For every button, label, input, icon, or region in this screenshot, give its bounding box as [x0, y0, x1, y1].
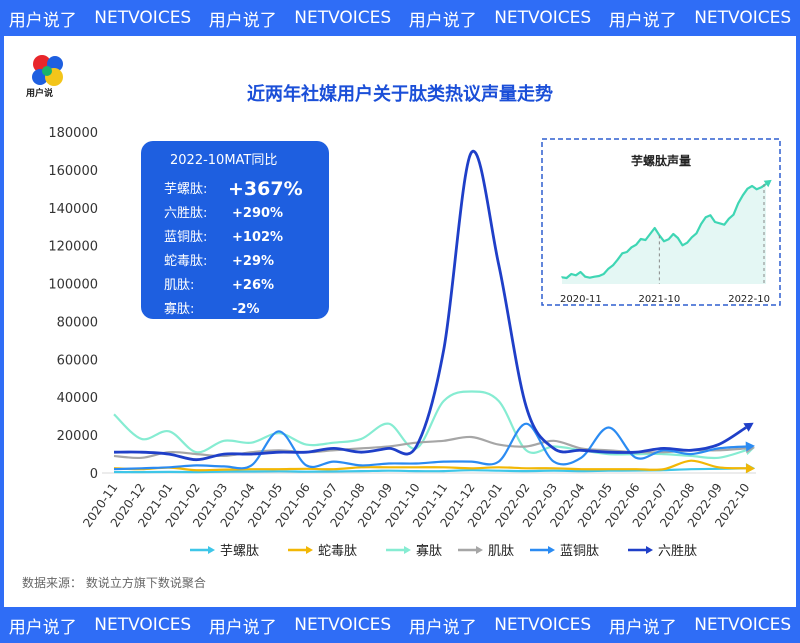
callout-label: 六胜肽:	[164, 206, 207, 221]
data-source: 数据来源： 数说立方旗下数说聚合	[22, 576, 206, 590]
callout-value: +290%	[232, 206, 283, 221]
series-end-arrow	[745, 463, 755, 474]
legend-arrow	[404, 546, 411, 554]
banner-text: 用户说了	[408, 10, 477, 31]
y-tick-label: 0	[90, 467, 98, 482]
banner-text: NETVOICES	[494, 615, 592, 635]
callout-label: 蓝铜肽:	[164, 230, 207, 245]
legend-label: 肌肽	[488, 544, 514, 559]
chart-card: 用户说 近两年社媒用户关于肽类热议声量走势 0 20000 40000 60000 80…	[4, 36, 796, 607]
series-line	[113, 422, 747, 471]
legend-arrow	[476, 546, 483, 554]
banner-text: 用户说了	[608, 617, 677, 638]
chart-title: 近两年社媒用户关于肽类热议声量走势	[247, 84, 553, 105]
callout-box	[141, 141, 329, 319]
y-tick-label: 100000	[48, 278, 98, 293]
banner-text: 用户说了	[8, 617, 77, 638]
callout-title: 2022-10MAT同比	[170, 153, 277, 168]
legend-label: 蛇毒肽	[318, 544, 357, 559]
callout-label: 肌肽:	[164, 278, 194, 293]
banner-text: NETVOICES	[694, 615, 792, 635]
y-tick-label: 160000	[48, 164, 98, 179]
banner-text: 用户说了	[8, 10, 77, 31]
callout-value: +29%	[232, 254, 274, 269]
inset-x-label: 2022-10	[728, 294, 770, 305]
banner-text: 用户说了	[408, 617, 477, 638]
y-tick-label: 20000	[57, 429, 98, 444]
banner-text: NETVOICES	[94, 8, 192, 28]
inset-end-arrow	[763, 179, 772, 188]
series-end-arrow	[743, 422, 754, 432]
callout-label: 蛇毒肽:	[164, 254, 207, 269]
series-line	[113, 459, 747, 472]
series-line	[113, 467, 747, 474]
callout-value: +367%	[228, 178, 303, 200]
bottom-banner: 用户说了 NETVOICES 用户说了 NETVOICES 用户说了 NETVO…	[0, 607, 800, 643]
legend-label: 六胜肽	[658, 544, 697, 559]
banner-text: 用户说了	[208, 10, 277, 31]
y-tick-label: 60000	[57, 353, 98, 368]
inset-area	[562, 184, 766, 284]
legend-arrow	[306, 546, 313, 554]
legend-label: 蓝铜肽	[560, 544, 599, 559]
banner-text: NETVOICES	[94, 615, 192, 635]
legend-arrow	[208, 546, 215, 554]
banner-text: NETVOICES	[494, 8, 592, 28]
banner-text: NETVOICES	[294, 615, 392, 635]
banner-text: NETVOICES	[294, 8, 392, 28]
legend-arrow	[646, 546, 653, 554]
line-chart: 0 20000 40000 60000 80000 100000 120000 140000 1…	[48, 126, 781, 559]
callout-value: +26%	[232, 278, 274, 293]
banner-text: NETVOICES	[694, 8, 792, 28]
legend-label: 寡肽	[416, 543, 442, 559]
inset-x-label: 2021-10	[638, 294, 680, 305]
y-tick-label: 180000	[48, 126, 98, 141]
brand-logo-icon	[32, 55, 63, 86]
banner-text: 用户说了	[208, 617, 277, 638]
y-tick-label: 140000	[48, 202, 98, 217]
y-tick-label: 120000	[48, 240, 98, 255]
legend-label: 芋螺肽	[220, 544, 259, 559]
callout-value: -2%	[232, 302, 259, 317]
callout-label: 寡肽:	[164, 301, 194, 317]
logo-text: 用户说	[26, 89, 54, 99]
inset-title: 芋螺肽声量	[631, 153, 691, 168]
callout-label: 芋螺肽:	[164, 182, 207, 197]
legend-arrow	[548, 546, 555, 554]
series-end-arrow	[745, 441, 755, 452]
inset-line	[560, 183, 767, 280]
callout-value: +102%	[232, 230, 283, 245]
y-tick-label: 40000	[57, 391, 98, 406]
y-tick-label: 80000	[57, 315, 98, 330]
banner-text: 用户说了	[608, 10, 677, 31]
series-line	[113, 390, 747, 460]
inset-x-label: 2020-11	[560, 294, 602, 305]
top-banner: 用户说了 NETVOICES 用户说了 NETVOICES 用户说了 NETVO…	[0, 0, 800, 36]
series-line	[113, 149, 747, 462]
